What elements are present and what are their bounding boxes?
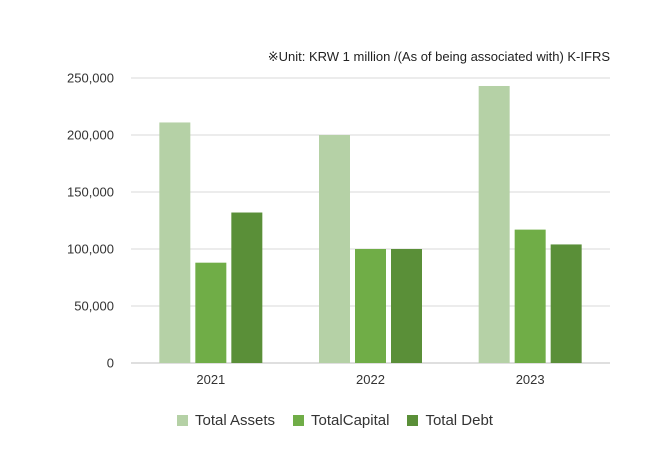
bar-total-assets-2022 — [319, 135, 350, 363]
y-tick-label: 200,000 — [67, 128, 114, 143]
y-tick-label: 150,000 — [67, 185, 114, 200]
x-tick-label: 2022 — [356, 372, 385, 387]
legend-label: TotalCapital — [311, 412, 390, 429]
bar-total-debt-2023 — [550, 244, 582, 363]
y-tick-label: 50,000 — [74, 299, 114, 314]
y-tick-label: 0 — [107, 356, 114, 371]
legend-item: Total Debt — [407, 412, 493, 429]
bar-totalcapital-2022 — [355, 249, 386, 363]
y-axis-ticks: 0 50,000 100,000 150,000 200,000 250,000 — [67, 71, 114, 371]
bar-total-assets-2021 — [159, 122, 191, 364]
bars — [159, 85, 582, 364]
bar-total-debt-2021 — [231, 212, 263, 363]
bar-total-assets-2023 — [478, 85, 510, 363]
x-tick-label: 2023 — [516, 372, 545, 387]
legend: Total Assets TotalCapital Total Debt — [0, 412, 670, 429]
legend-label: Total Debt — [425, 412, 493, 429]
legend-label: Total Assets — [195, 412, 276, 429]
bar-totalcapital-2021 — [195, 262, 227, 363]
bar-total-debt-2022 — [391, 249, 422, 363]
y-tick-label: 250,000 — [67, 71, 114, 86]
legend-swatch — [407, 415, 419, 426]
y-tick-label: 100,000 — [67, 242, 114, 257]
legend-item: Total Assets — [177, 412, 275, 429]
bar-totalcapital-2023 — [514, 229, 546, 363]
x-axis-ticks: 2021 2022 2023 — [196, 372, 544, 387]
unit-note: ※Unit: KRW 1 million /(As of being assoc… — [267, 49, 610, 64]
x-tick-label: 2021 — [196, 372, 225, 387]
legend-item: TotalCapital — [293, 412, 389, 429]
legend-swatch — [293, 415, 305, 426]
legend-swatch — [177, 415, 188, 426]
